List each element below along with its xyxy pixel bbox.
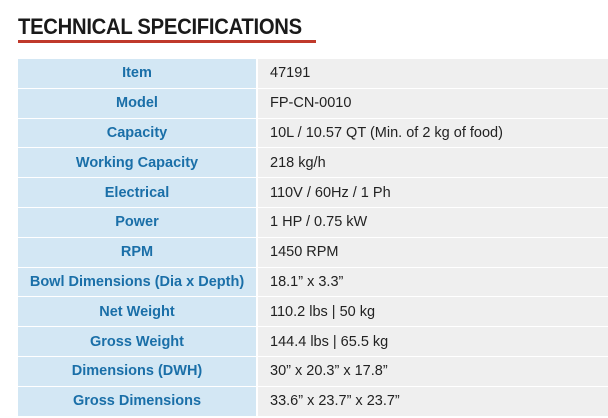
spec-label: Dimensions (DWH): [18, 356, 257, 387]
spec-value: 144.4 lbs | 65.5 kg: [256, 326, 608, 357]
spec-label: Power: [18, 207, 257, 238]
spec-value: 33.6” x 23.7” x 23.7”: [256, 386, 608, 417]
spec-row: Bowl Dimensions (Dia x Depth) 18.1” x 3.3…: [18, 267, 608, 298]
spec-value: 110V / 60Hz / 1 Ph: [256, 177, 608, 208]
spec-row: Item 47191: [18, 59, 608, 89]
title-underline: [18, 40, 316, 43]
spec-label: Net Weight: [18, 296, 257, 328]
spec-label: RPM: [18, 237, 257, 268]
spec-row: Power 1 HP / 0.75 kW: [18, 207, 608, 238]
spec-label: Electrical: [18, 177, 257, 208]
spec-table: Item 47191 Model FP-CN-0010 Capacity 10L / 10…: [18, 59, 608, 417]
spec-label: Gross Dimensions: [18, 386, 257, 417]
spec-row: Electrical 110V / 60Hz / 1 Ph: [18, 177, 608, 208]
spec-row: Gross Weight 144.4 lbs | 65.5 kg: [18, 326, 608, 357]
title: TECHNICAL SPECIFICATIONS: [18, 14, 302, 39]
spec-label: Bowl Dimensions (Dia x Depth): [18, 267, 257, 298]
spec-row: Model FP-CN-0010: [18, 88, 608, 119]
spec-value: 1450 RPM: [256, 237, 608, 268]
spec-label: Gross Weight: [18, 326, 257, 357]
spec-row: RPM 1450 RPM: [18, 237, 608, 268]
spec-value: 1 HP / 0.75 kW: [256, 207, 608, 238]
spec-label: Working Capacity: [18, 147, 257, 179]
spec-value: 110.2 lbs | 50 kg: [256, 296, 608, 328]
spec-row: Working Capacity 218 kg/h: [18, 147, 608, 179]
spec-value: 218 kg/h: [256, 147, 608, 179]
spec-value: 18.1” x 3.3”: [256, 267, 608, 298]
spec-row: Dimensions (DWH) 30” x 20.3” x 17.8”: [18, 356, 608, 387]
spec-row: Capacity 10L / 10.57 QT (Min. of 2 kg of …: [18, 118, 608, 149]
spec-label: Model: [18, 88, 257, 119]
spec-row: Net Weight 110.2 lbs | 50 kg: [18, 296, 608, 328]
spec-value: 30” x 20.3” x 17.8”: [256, 356, 608, 387]
spec-value: 47191: [256, 59, 608, 89]
spec-row: Gross Dimensions 33.6” x 23.7” x 23.7”: [18, 386, 608, 417]
spec-label: Item: [18, 59, 257, 89]
spec-value: 10L / 10.57 QT (Min. of 2 kg of food): [256, 118, 608, 149]
spec-label: Capacity: [18, 118, 257, 149]
spec-value: FP-CN-0010: [256, 88, 608, 119]
